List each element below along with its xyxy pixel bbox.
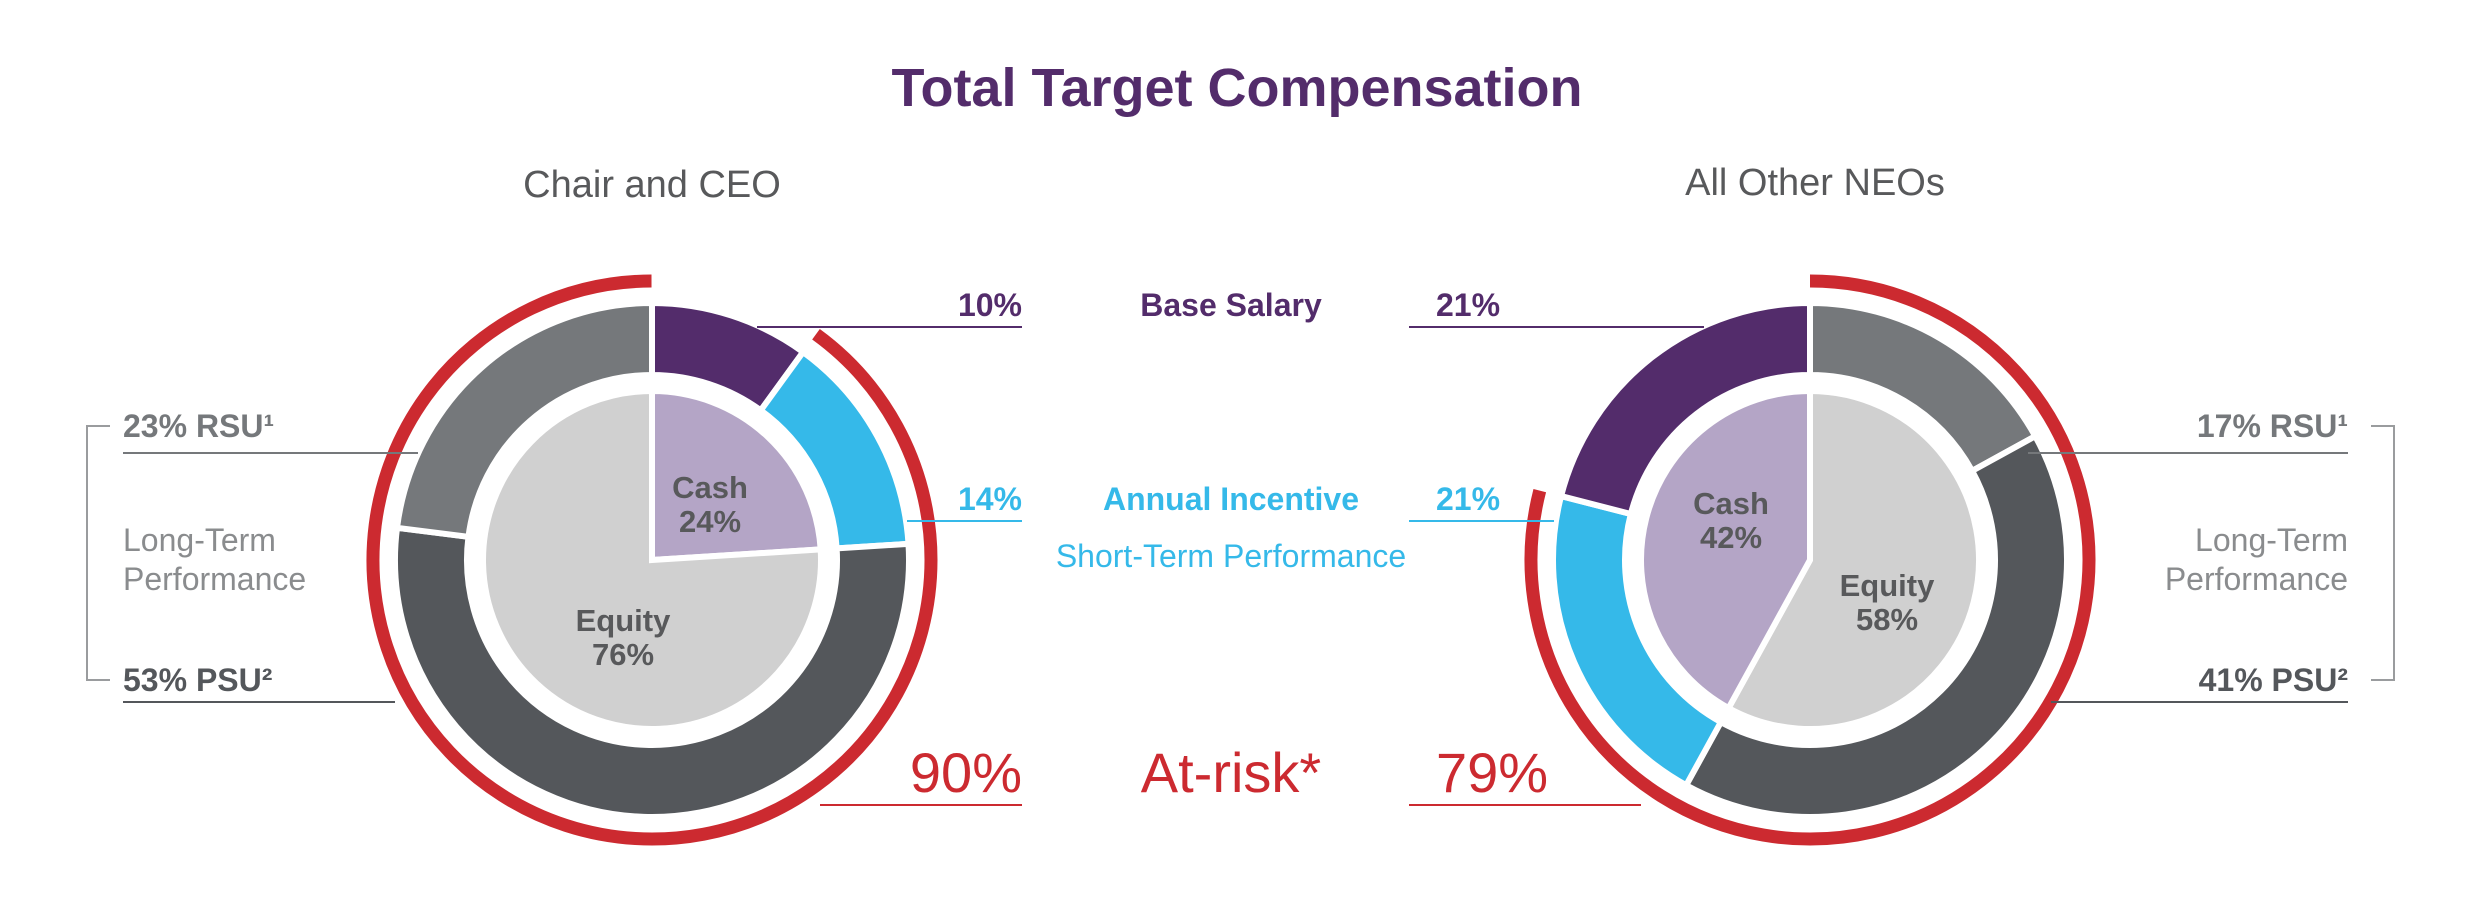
neo-equity-slice xyxy=(1724,387,1982,732)
annual-incentive-label: Annual Incentive xyxy=(1102,481,1360,517)
ceo-cash-label: Cash 24% xyxy=(672,469,748,539)
chart-title: Total Target Compensation xyxy=(891,58,1583,118)
neo-performance-label: Performance xyxy=(2164,561,2348,597)
ceo-performance-label: Performance xyxy=(123,561,307,597)
ceo-at-risk-arc xyxy=(366,274,938,846)
short-term-label: Short-Term Performance xyxy=(1055,538,1407,574)
neo-equity-label: Equity 58% xyxy=(1839,567,1935,637)
neo-base-salary-segment xyxy=(1557,299,1813,518)
ceo-equity-slice xyxy=(480,387,824,732)
neo-base-salary-value: 21% xyxy=(1436,287,1501,323)
neo-long-term-label: Long-Term xyxy=(2195,522,2348,558)
ceo-annual-incentive-value: 14% xyxy=(957,481,1022,517)
ceo-at-risk-value: 90% xyxy=(909,741,1022,804)
ceo-long-term-label: Long-Term xyxy=(123,522,276,558)
ceo-equity-label: Equity 76% xyxy=(575,602,671,672)
ceo-subtitle: Chair and CEO xyxy=(523,164,781,206)
neo-at-risk-arc xyxy=(1524,274,2096,846)
neo-psu-label: 41% PSU² xyxy=(2198,662,2348,698)
neo-at-risk-value: 79% xyxy=(1436,741,1549,804)
ceo-base-salary-value: 10% xyxy=(957,287,1022,323)
ceo-long-term-bracket xyxy=(86,425,110,681)
ceo-psu-segment xyxy=(392,524,912,820)
ceo-cash-slice xyxy=(649,387,824,564)
ceo-psu-label: 53% PSU² xyxy=(123,662,273,698)
base-salary-label: Base Salary xyxy=(1140,287,1322,323)
neo-cash-slice xyxy=(1637,387,1813,713)
ceo-rsu-segment xyxy=(393,299,655,541)
neo-annual-incentive-value: 21% xyxy=(1436,481,1501,517)
neo-long-term-bracket xyxy=(2371,425,2395,681)
neo-rsu-label: 17% RSU¹ xyxy=(2196,408,2348,444)
at-risk-label: At-risk* xyxy=(1140,741,1322,804)
neo-psu-segment xyxy=(1682,432,2070,820)
neo-subtitle: All Other NEOs xyxy=(1685,162,1945,204)
ceo-rsu-label: 23% RSU¹ xyxy=(123,408,275,444)
neo-cash-label: Cash 42% xyxy=(1693,485,1769,555)
